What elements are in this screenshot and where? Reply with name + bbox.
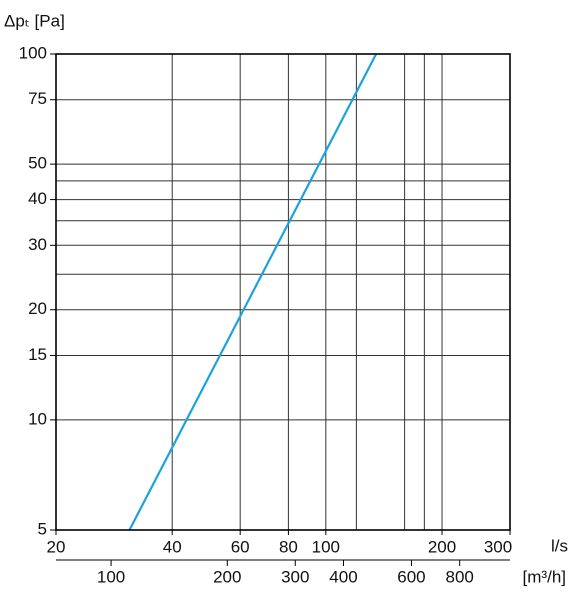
y-tick-label: 40 <box>28 189 47 208</box>
x-tick-label: 40 <box>163 537 182 556</box>
x2-tick-label: 100 <box>97 567 125 586</box>
plot-frame <box>55 53 511 531</box>
y-tick-label: 30 <box>28 235 47 254</box>
x-tick-label: 20 <box>47 537 66 556</box>
x2-axis-label: [m³/h] <box>523 567 566 586</box>
x-tick-label: 100 <box>312 537 340 556</box>
x2-tick-label: 600 <box>397 567 425 586</box>
x2-tick-label: 200 <box>213 567 241 586</box>
x2-tick-label: 800 <box>446 567 474 586</box>
x2-tick-label: 400 <box>329 567 357 586</box>
x-tick-label: 300 <box>484 537 512 556</box>
y-tick-label: 15 <box>28 345 47 364</box>
y-tick-label: 10 <box>28 409 47 428</box>
y-tick-label: 75 <box>28 89 47 108</box>
x2-tick-label: 300 <box>281 567 309 586</box>
y-axis-label: Δpₜ [Pa] <box>4 11 65 30</box>
x-tick-label: 80 <box>279 537 298 556</box>
y-tick-label: 50 <box>28 154 47 173</box>
x-axis-label: l/s <box>551 536 568 555</box>
y-tick-label: 5 <box>38 519 47 538</box>
x-tick-label: 60 <box>231 537 250 556</box>
x-tick-label: 200 <box>428 537 456 556</box>
y-tick-label: 20 <box>28 299 47 318</box>
y-tick-label: 100 <box>19 43 47 62</box>
data-line <box>128 53 378 531</box>
